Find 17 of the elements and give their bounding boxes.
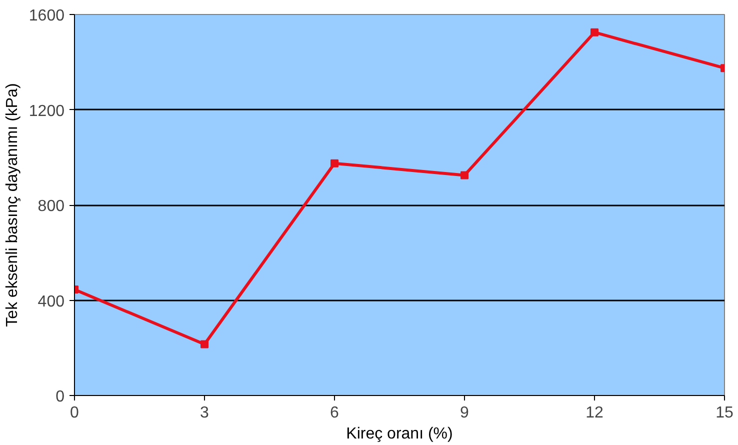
point <box>460 171 468 180</box>
y-tick-label: 1600 <box>28 8 65 24</box>
x-tick-label: 9 <box>460 404 470 422</box>
x-tick-label: 3 <box>200 404 210 422</box>
y-tick-label: 800 <box>38 198 65 215</box>
y-axis-title: Tek eksenli basınç dayanımı (kPa) <box>4 83 21 327</box>
point <box>200 340 208 348</box>
y-tick-label: 400 <box>38 293 65 310</box>
point <box>590 28 598 36</box>
x-tick-label: 6 <box>330 404 340 422</box>
x-axis-title: Kireç oranı (%) <box>346 426 453 442</box>
point <box>330 159 338 168</box>
x-tick-label: 12 <box>586 404 604 422</box>
x-tick-label: 15 <box>716 404 734 422</box>
y-tick-label: 1200 <box>28 102 65 120</box>
x-tick-label: 0 <box>70 404 80 422</box>
y-tick-label: 0 <box>56 388 65 406</box>
